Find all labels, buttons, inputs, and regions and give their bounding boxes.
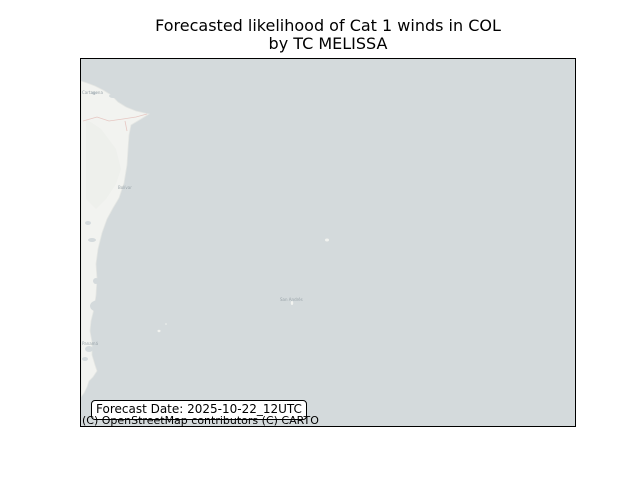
- place-label-north: Cartagena: [82, 90, 103, 95]
- coastal-lagoon: [90, 300, 108, 312]
- coastal-lagoon: [93, 278, 99, 284]
- coastal-lagoon: [109, 94, 117, 98]
- island: [325, 238, 329, 242]
- sea: [81, 59, 575, 426]
- basemap: Cartagena Bolívar San Andrés Panamá: [81, 59, 575, 426]
- map-panel: Cartagena Bolívar San Andrés Panamá: [80, 58, 576, 427]
- plot-title: Forecasted likelihood of Cat 1 winds in …: [0, 17, 640, 53]
- island: [157, 329, 161, 333]
- inland-area: [86, 119, 121, 209]
- coastal-lagoon: [100, 314, 110, 320]
- title-line-1: Forecasted likelihood of Cat 1 winds in …: [155, 16, 501, 35]
- coastal-lagoon: [85, 346, 93, 352]
- coastal-lagoon: [88, 238, 96, 242]
- place-label-middle: Bolívar: [118, 185, 132, 190]
- forecast-date-label: Forecast Date: 2025-10-22_12UTC: [91, 400, 307, 420]
- coastal-lagoon: [94, 327, 100, 331]
- road-line-2: [124, 120, 128, 132]
- title-line-2: by TC MELISSA: [268, 34, 388, 53]
- coastal-lagoon: [91, 91, 97, 95]
- place-label-island: San Andrés: [280, 297, 303, 302]
- coastal-lagoon: [85, 221, 91, 225]
- island: [165, 323, 167, 325]
- map-attribution: (C) OpenStreetMap contributors (C) CARTO: [82, 414, 319, 427]
- road-line: [82, 113, 148, 122]
- coastal-lagoon: [82, 357, 88, 361]
- place-label-south: Panamá: [82, 341, 99, 346]
- island: [290, 301, 294, 305]
